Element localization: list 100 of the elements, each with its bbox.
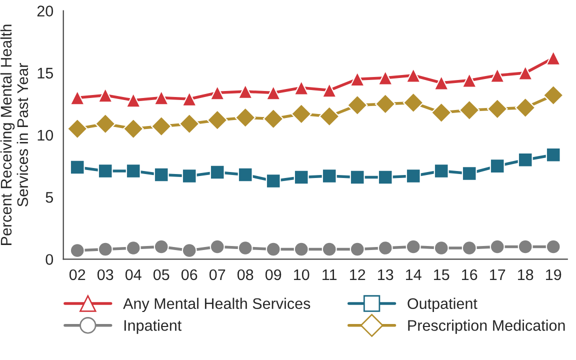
legend-label: Outpatient: [408, 298, 478, 312]
point: [518, 239, 533, 254]
point: [434, 164, 449, 179]
x-tick-label: 13: [378, 269, 394, 280]
legend-label: Inpatient: [124, 320, 182, 334]
point: [546, 239, 561, 254]
legend-label: Prescription Medication: [408, 320, 565, 334]
point: [262, 108, 284, 130]
point: [154, 167, 169, 182]
x-tick-label: 11: [322, 269, 337, 280]
point: [150, 116, 172, 137]
y-tick-label: 0: [46, 254, 54, 265]
point: [318, 106, 340, 127]
x-tick-label: 04: [125, 269, 142, 280]
point: [234, 107, 256, 128]
point: [378, 240, 393, 256]
point: [238, 84, 253, 100]
x-tick-label: 18: [518, 269, 534, 280]
point: [266, 173, 281, 188]
x-tick-label: 05: [153, 269, 170, 280]
point: [406, 68, 421, 83]
point: [238, 167, 253, 182]
point: [374, 94, 396, 114]
point: [70, 243, 85, 258]
point: [322, 168, 337, 184]
point: [322, 242, 337, 257]
point: [182, 243, 197, 258]
point: [154, 239, 169, 254]
point: [98, 164, 113, 179]
point: [406, 168, 421, 184]
point: [238, 240, 253, 256]
point: [294, 80, 309, 96]
point: [182, 91, 197, 106]
point: [126, 92, 141, 108]
point: [210, 85, 225, 100]
legend-label: Any Mental Health Services: [123, 298, 310, 312]
point: [434, 75, 449, 90]
point: [70, 160, 85, 175]
point: [514, 97, 536, 118]
point: [542, 84, 564, 106]
y-tick-label: 10: [38, 130, 54, 141]
point: [430, 102, 452, 124]
x-tick-label: 16: [462, 269, 478, 280]
point: [462, 166, 477, 181]
x-tick-label: 09: [265, 269, 282, 280]
point: [378, 170, 393, 185]
y-tick-label: 15: [38, 68, 53, 79]
point: [294, 170, 309, 185]
x-tick-label: 15: [434, 269, 450, 280]
point: [402, 92, 424, 114]
point: [546, 50, 561, 66]
point: [210, 239, 225, 254]
point: [206, 110, 228, 130]
x-tick-label: 06: [181, 269, 198, 280]
y-axis-title: Percent Receiving Mental Health Services in Past Year: [0, 24, 28, 245]
point: [322, 82, 337, 98]
point: [458, 100, 480, 121]
point: [378, 70, 393, 86]
point: [210, 164, 225, 180]
x-tick-label: 17: [490, 269, 506, 280]
point: [546, 147, 561, 162]
point: [294, 242, 309, 257]
point: [350, 72, 365, 87]
point: [486, 98, 508, 120]
x-tick-label: 14: [406, 269, 422, 280]
point: [178, 113, 200, 134]
point: [490, 239, 505, 254]
point: [350, 170, 365, 185]
point: [350, 242, 365, 257]
point: [266, 85, 281, 100]
x-tick-label: 19: [546, 269, 562, 280]
point: [518, 152, 533, 168]
point: [66, 118, 88, 140]
y-tick-label: 5: [46, 192, 53, 203]
point: [98, 242, 113, 257]
x-tick-label: 03: [97, 269, 114, 280]
point: [122, 118, 144, 140]
x-tick-label: 07: [209, 269, 226, 280]
point: [490, 68, 505, 83]
point: [94, 113, 116, 134]
point: [290, 104, 312, 124]
point: [70, 90, 85, 106]
point: [462, 72, 477, 88]
point: [266, 242, 281, 257]
point: [518, 65, 533, 80]
point: [126, 240, 141, 256]
point: [126, 164, 141, 179]
point: [154, 90, 169, 106]
point: [182, 168, 197, 184]
point: [490, 158, 505, 174]
point: [98, 88, 113, 103]
point: [462, 240, 477, 256]
point: [434, 240, 449, 256]
x-tick-label: 08: [237, 269, 254, 280]
y-tick-label: 20: [37, 6, 54, 16]
point: [346, 94, 368, 116]
x-tick-label: 12: [350, 269, 366, 280]
x-tick-label: 10: [294, 269, 310, 280]
x-tick-label: 02: [69, 269, 86, 280]
point: [406, 239, 421, 254]
